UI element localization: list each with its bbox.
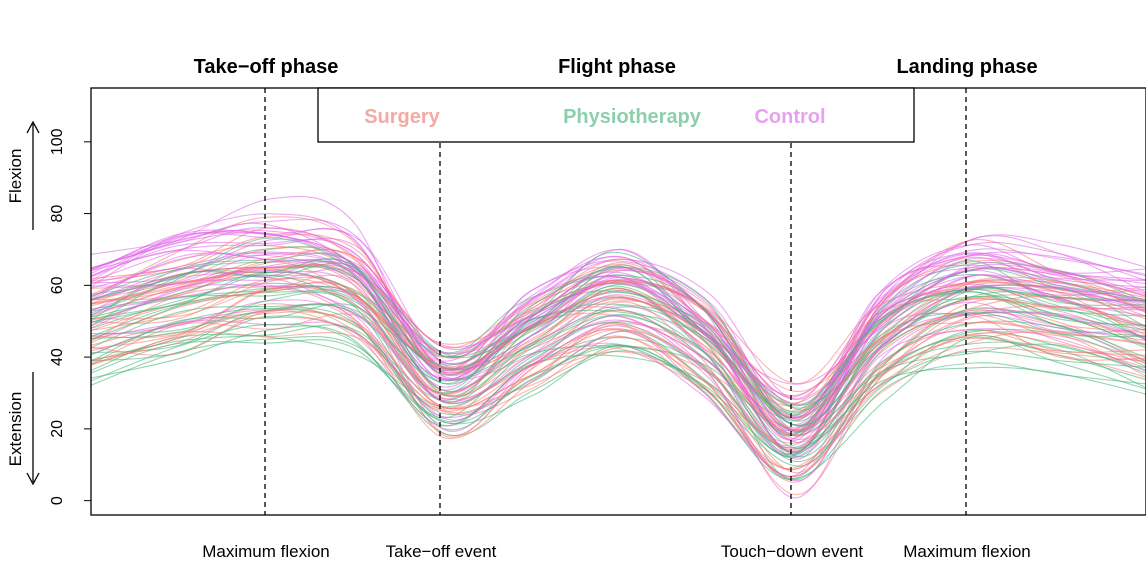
legend-physiotherapy: Physiotherapy (563, 106, 702, 128)
curve-control (90, 283, 1146, 477)
curve-surgery (90, 313, 1146, 453)
curve-control (90, 237, 1146, 440)
curve-control (90, 228, 1146, 420)
legend-box (317, 87, 915, 143)
curve-surgery (90, 248, 1146, 393)
curve-physiotherapy (90, 315, 1146, 449)
y-axis-ticks: 0 20 40 60 80 100 (49, 128, 91, 505)
curve-control (90, 252, 1146, 401)
curve-surgery (90, 286, 1146, 471)
curve-control (90, 227, 1146, 426)
y-tick-label: 40 (49, 348, 66, 366)
curve-physiotherapy (90, 307, 1146, 458)
phase-title-landing: Landing phase (896, 56, 1037, 78)
phase-title-flight: Flight phase (558, 56, 676, 78)
curve-surgery (90, 308, 1146, 444)
curve-surgery (90, 227, 1146, 417)
curve-control (90, 227, 1146, 452)
curve-physiotherapy (90, 333, 1146, 459)
y-tick-label: 100 (49, 128, 66, 155)
event-label-touch-down: Touch−down event (721, 542, 864, 561)
curve-surgery (90, 261, 1146, 404)
curve-physiotherapy (90, 262, 1146, 414)
curve-control (90, 222, 1146, 405)
curve-surgery (90, 249, 1146, 419)
ylabel-extension: Extension (6, 392, 25, 467)
curve-control (90, 284, 1146, 458)
legend-surgery: Surgery (364, 106, 440, 128)
event-label-take-off: Take−off event (386, 542, 497, 561)
curve-control (90, 254, 1146, 430)
curve-physiotherapy (90, 324, 1146, 436)
curve-physiotherapy (90, 258, 1146, 455)
event-label-max-flexion-2: Maximum flexion (903, 542, 1031, 561)
curve-lines (90, 195, 1146, 499)
curve-surgery (90, 330, 1146, 436)
curve-surgery (90, 274, 1146, 419)
curve-control (90, 218, 1146, 442)
legend-control: Control (754, 106, 825, 128)
y-tick-label: 20 (49, 420, 66, 438)
curve-surgery (90, 277, 1146, 432)
extension-arrowhead (26, 472, 40, 486)
event-label-max-flexion-1: Maximum flexion (202, 542, 330, 561)
curve-physiotherapy (90, 291, 1146, 457)
curve-control (90, 230, 1146, 437)
curve-surgery (90, 263, 1146, 406)
curve-control (90, 249, 1146, 419)
curve-surgery (90, 311, 1146, 471)
ylabel-flexion: Flexion (6, 149, 25, 204)
flexion-arrowhead (26, 120, 40, 134)
curve-physiotherapy (90, 339, 1146, 456)
y-tick-label: 0 (49, 496, 66, 505)
curve-physiotherapy (90, 282, 1146, 409)
phase-title-take-off: Take−off phase (194, 56, 339, 78)
y-tick-label: 60 (49, 276, 66, 294)
curve-physiotherapy (90, 335, 1146, 480)
y-tick-label: 80 (49, 205, 66, 223)
curve-control (90, 229, 1146, 453)
curve-physiotherapy (90, 274, 1146, 427)
